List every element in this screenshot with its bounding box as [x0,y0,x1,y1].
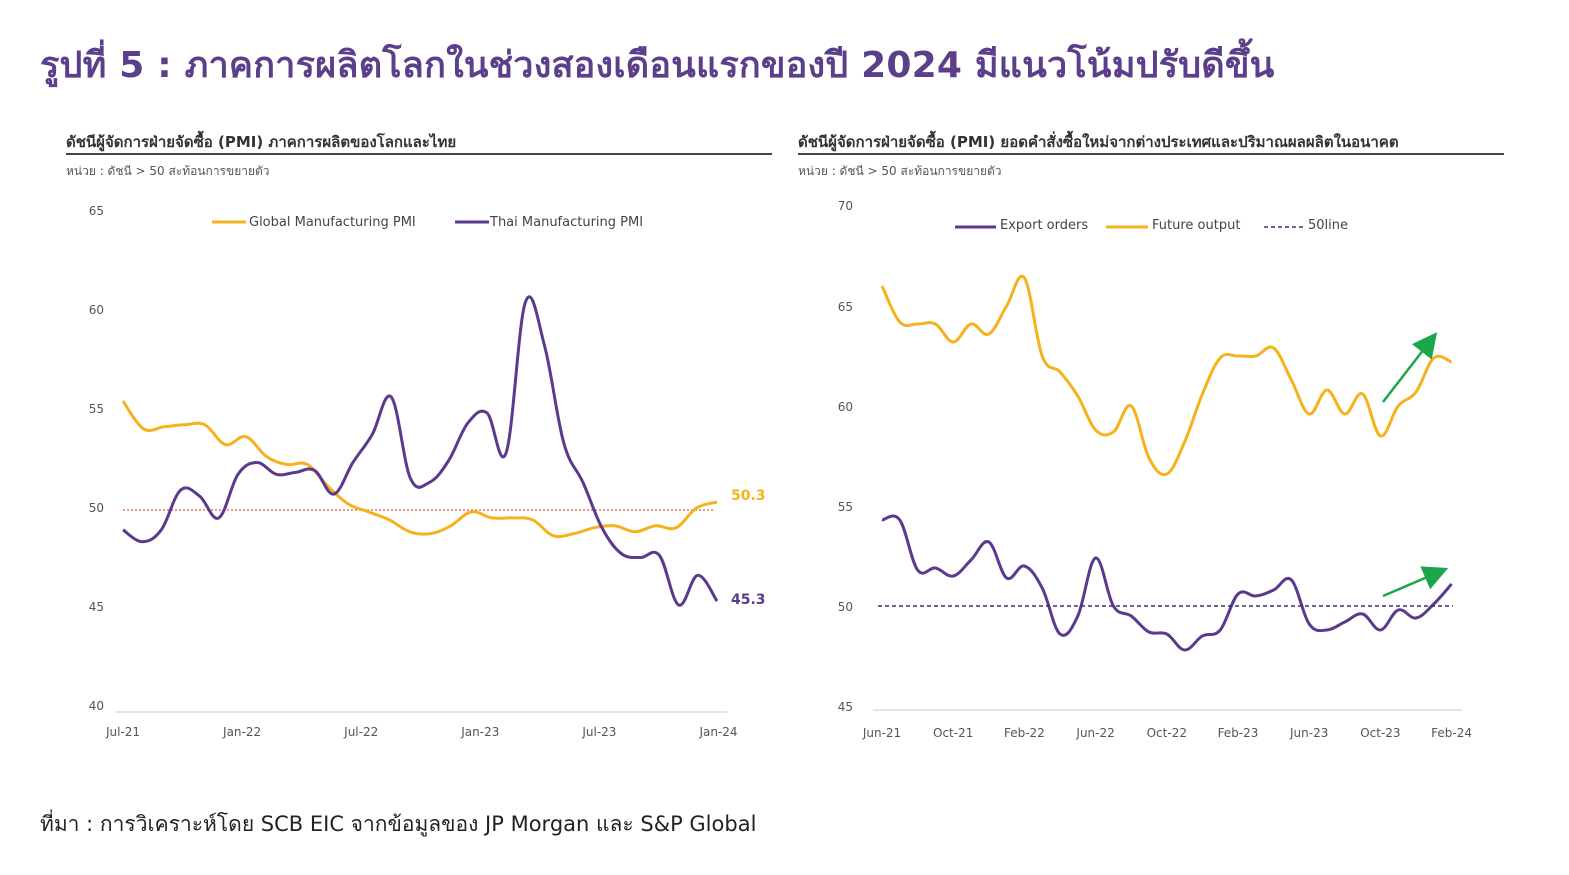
legend-future-label: Future output [1152,218,1240,233]
right-xtick-Jun-21: Jun-21 [862,726,901,740]
right-xtick-Feb-23: Feb-23 [1218,726,1259,740]
legend-thai-label: Thai Manufacturing PMI [489,215,643,230]
thai-pmi-line [122,295,719,607]
left-ytick-50: 50 [89,501,104,515]
left-legend: Global Manufacturing PMI Thai Manufactur… [212,215,643,230]
right-ytick-60: 60 [838,400,853,414]
right-chart-title: ดัชนีผู้จัดการฝ่ายจัดซื้อ (PMI) ยอดคำสั่… [798,133,1399,151]
upper-trend-arrow [1382,332,1438,403]
global-pmi-line [121,400,718,539]
legend-export-label: Export orders [1000,218,1088,233]
page-title: รูปที่ 5 : ภาคการผลิตโลกในช่วงสองเดือนแร… [40,45,1275,86]
right-xtick-Jun-22: Jun-22 [1075,726,1114,740]
global-end-label: 50.3 [731,488,766,504]
lower-trend-arrow [1382,566,1449,598]
right-chart-rule [798,153,1504,155]
right-xtick-Oct-22: Oct-22 [1147,726,1187,740]
left-xtick-Jul-21: Jul-21 [105,725,140,739]
right-ytick-70: 70 [838,199,853,213]
source-note: ที่มา : การวิเคราะห์โดย SCB EIC จากข้อมู… [40,812,757,836]
left-xtick-Jul-22: Jul-22 [343,725,378,739]
left-y-axis: 65 60 55 50 45 40 [89,204,104,713]
right-chart-unit: หน่วย : ดัชนี > 50 สะท้อนการขยายตัว [798,164,1002,178]
right-x-axis: Jun-21 Oct-21 Feb-22 Jun-22 Oct-22 Feb-23 Jun-… [862,726,1472,740]
left-xtick-Jan-23: Jan-23 [460,725,499,739]
left-xtick-Jan-24: Jan-24 [698,725,737,739]
left-chart-unit: หน่วย : ดัชนี > 50 สะท้อนการขยายตัว [66,164,270,178]
thai-end-label: 45.3 [731,592,766,608]
right-xtick-Oct-23: Oct-23 [1360,726,1400,740]
left-chart-rule [66,153,772,155]
right-ytick-55: 55 [838,500,853,514]
right-xtick-Feb-24: Feb-24 [1431,726,1472,740]
legend-50line-label: 50line [1308,218,1348,233]
left-chart-title: ดัชนีผู้จัดการฝ่ายจัดซื้อ (PMI) ภาคการผล… [66,133,457,151]
future-output-line [880,274,1453,477]
left-ytick-55: 55 [89,402,104,416]
legend-global-label: Global Manufacturing PMI [249,215,416,230]
right-xtick-Jun-23: Jun-23 [1289,726,1328,740]
left-ytick-40: 40 [89,699,104,713]
left-ytick-65: 65 [89,204,104,218]
right-y-axis: 70 65 60 55 50 45 [838,199,853,714]
left-xtick-Jan-22: Jan-22 [222,725,261,739]
right-xtick-Oct-21: Oct-21 [933,726,973,740]
right-ytick-65: 65 [838,300,853,314]
left-ytick-60: 60 [89,303,104,317]
export-orders-line [881,514,1453,652]
left-x-axis: Jul-21 Jan-22 Jul-22 Jan-23 Jul-23 Jan-24 [105,725,738,739]
right-xtick-Feb-22: Feb-22 [1004,726,1045,740]
right-ytick-50: 50 [838,600,853,614]
right-legend: Export orders Future output 50line [955,218,1348,233]
left-xtick-Jul-23: Jul-23 [581,725,616,739]
left-ytick-45: 45 [89,600,104,614]
right-ytick-45: 45 [838,700,853,714]
